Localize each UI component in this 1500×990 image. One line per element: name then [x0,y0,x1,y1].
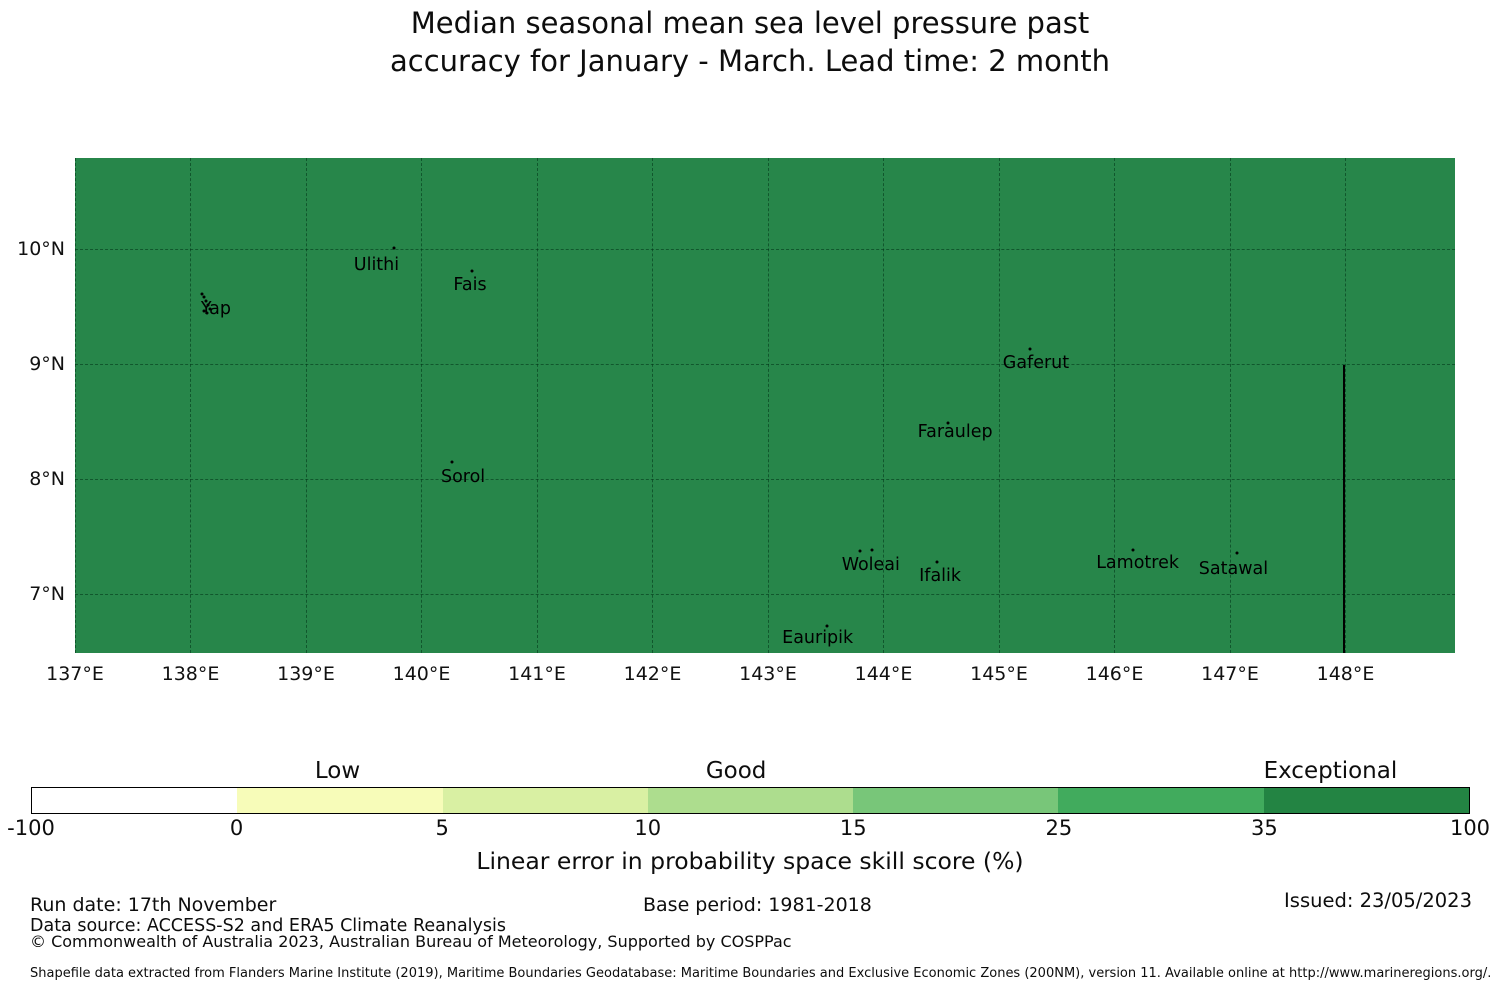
island-marker [946,421,950,425]
longitude-tick-label: 147°E [1201,663,1259,685]
colorbar-segment [1263,788,1469,813]
island-marker [202,295,206,299]
eez-boundary-line [1343,364,1346,653]
meridian-gridline [1345,158,1346,653]
meridian-gridline [1114,158,1115,653]
island-label: Satawal [1198,559,1269,580]
latitude-tick-label: 9°N [29,352,65,375]
colorbar-category-label: Exceptional [1263,758,1398,784]
longitude-tick-label: 143°E [739,663,797,685]
base-period-text: Base period: 1981-2018 [643,894,872,916]
meridian-gridline [1229,158,1231,653]
island-marker [208,307,212,311]
longitude-tick-label: 142°E [623,663,682,685]
island-marker [470,269,474,273]
island-marker [935,560,939,564]
island-marker [202,309,206,313]
island-marker [825,624,829,628]
colorbar-segment [442,788,648,813]
colorbar-tick-label: 5 [435,816,449,840]
island-marker [1028,347,1032,351]
island-label: Gaferut [1002,353,1070,374]
colorbar-tick-label: 0 [229,816,244,840]
longitude-tick-label: 138°E [161,663,220,685]
longitude-tick-label: 139°E [277,663,335,685]
longitude-tick-label: 145°E [970,663,1028,685]
island-marker [1235,551,1239,555]
copyright-text: © Commonwealth of Australia 2023, Austra… [30,932,792,951]
parallel-gridline [75,479,1455,481]
meridian-gridline [883,158,884,653]
island-marker [392,246,396,250]
colorbar-tick-label: 35 [1251,816,1278,840]
meridian-gridline [421,158,422,653]
island-marker [870,548,874,552]
data-source-text: Data source: ACCESS-S2 and ERA5 Climate … [30,916,506,936]
colorbar-category-label: Good [705,758,767,784]
colorbar-tick-label: 25 [1045,816,1073,840]
latitude-tick-label: 10°N [17,237,65,260]
colorbar-category-label: Low [314,758,361,784]
colorbar [31,787,1470,814]
colorbar-segment [647,788,854,813]
longitude-tick-label: 137°E [46,663,104,685]
island-label: Ulithi [353,255,400,276]
meridian-gridline [305,158,307,653]
meridian-gridline [190,158,191,653]
meridian-gridline [75,158,76,653]
island-marker [206,303,210,307]
colorbar-tick-label: 100 [1449,816,1491,840]
longitude-tick-label: 146°E [1085,663,1144,685]
longitude-tick-label: 140°E [392,663,451,685]
run-date-text: Run date: 17th November [30,894,277,916]
island-marker [205,311,209,315]
parallel-gridline [75,594,1455,596]
island-marker [858,549,862,553]
meridian-gridline [767,158,769,653]
parallel-gridline [75,364,1455,366]
island-label: Eauripik [782,628,854,649]
island-marker [200,292,204,296]
chart-title-line-1: Median seasonal mean sea level pressure … [410,6,1090,40]
map-panel: Yap Ulithi Fais Sorol Gaferut Faraulep Woleai I… [75,158,1455,653]
island-label: Sorol [440,467,486,488]
longitude-tick-label: 141°E [508,663,566,685]
colorbar-tick-label: 15 [839,816,867,840]
colorbar-segment [237,788,443,813]
latitude-tick-label: 8°N [29,467,65,490]
colorbar-segment [853,788,1059,813]
chart-title: Median seasonal mean sea level pressure … [0,4,1500,80]
longitude-tick-label: 144°E [854,663,913,685]
colorbar-segment [1058,788,1264,813]
island-marker [1131,548,1135,552]
longitude-tick-label: 148°E [1316,663,1375,685]
island-label: Yap [200,299,231,319]
island-label: Ifalik [919,566,962,587]
colorbar-tick-label: 10 [634,816,662,840]
island-label: Woleai [841,555,900,576]
latitude-tick-label: 7°N [29,582,65,605]
colorbar-axis-label: Linear error in probability space skill … [476,847,1024,875]
island-label: Fais [453,275,487,296]
parallel-gridline [75,249,1455,251]
island-label: Lamotrek [1096,553,1179,574]
issued-date-text: Issued: 23/05/2023 [1284,889,1472,912]
island-label: Faraulep [917,422,993,443]
shapefile-note-text: Shapefile data extracted from Flanders M… [30,966,1492,981]
meridian-gridline [998,158,1000,653]
meridian-gridline [536,158,538,653]
meridian-gridline [652,158,653,653]
chart-title-line-2: accuracy for January - March. Lead time:… [389,44,1110,78]
island-marker [450,460,454,464]
colorbar-tick-label: -100 [7,816,55,840]
island-marker [204,299,207,303]
colorbar-segment [32,788,238,813]
